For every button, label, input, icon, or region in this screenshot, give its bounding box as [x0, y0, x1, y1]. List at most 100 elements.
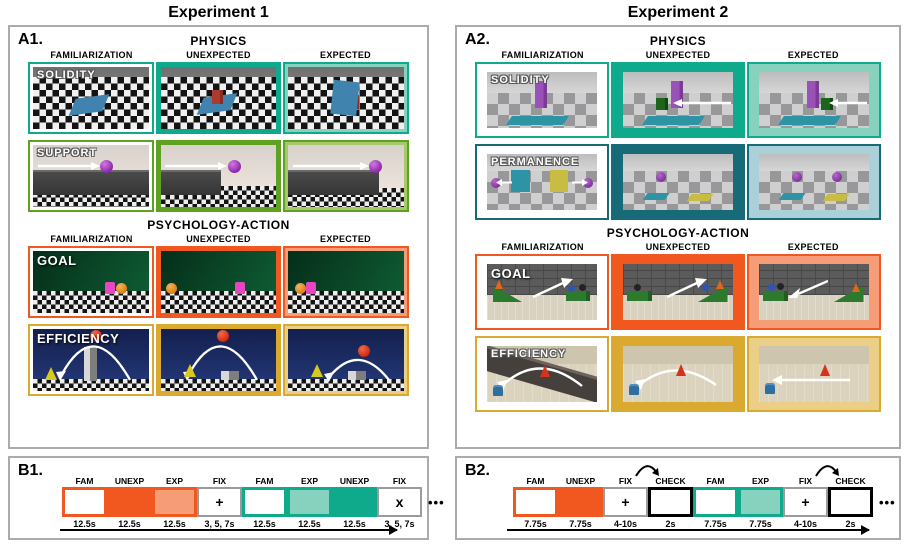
- row-solidity-exp2: SOLIDITY: [475, 62, 881, 138]
- cell-efficiency-unexp: [611, 336, 745, 412]
- row-permanence-exp2: PERMANENCE: [475, 144, 881, 220]
- beige-wall: [759, 346, 869, 364]
- orange-cone-agent: [494, 279, 503, 289]
- scene-solidity-exp: [759, 72, 869, 128]
- cell-support-fam: SUPPORT: [28, 140, 154, 212]
- timeline-item: EXP 7.75s: [738, 475, 783, 529]
- experiment2-column: Experiment 2 A2. PHYSICS FAMILIARIZATION…: [455, 2, 901, 540]
- red-cone-agent: [819, 363, 830, 376]
- checker-floor: [487, 170, 597, 210]
- time-axis-arrow: [507, 525, 870, 535]
- cell-solidity-unexp: [155, 62, 282, 134]
- cell-solidity-exp: [747, 62, 881, 138]
- gray-wall: [759, 154, 869, 171]
- arc-arrow: [323, 359, 390, 383]
- red-cone-agent: [539, 365, 550, 378]
- scene-tag: GOAL: [37, 253, 77, 268]
- cell-solidity-fam: SOLIDITY: [475, 62, 609, 138]
- check-box: [648, 487, 693, 517]
- arc-arrow: [634, 369, 717, 390]
- scene-tag: GOAL: [491, 266, 531, 281]
- cell-permanence-fam: PERMANENCE: [475, 144, 609, 220]
- curve-arrow-icon: [815, 465, 839, 477]
- cell-goal-exp: [747, 254, 881, 330]
- green-wall: [160, 251, 277, 291]
- white-arrow: [533, 277, 574, 298]
- timeline-item: UNEXP 12.5s: [332, 475, 377, 529]
- scene-support-unexp: [160, 145, 277, 207]
- row-goal-exp2: GOAL: [475, 254, 881, 330]
- scene-goal-exp: [288, 251, 404, 313]
- beige-floor: [759, 363, 869, 402]
- scene-support-exp: [288, 145, 404, 207]
- beige-wall: [623, 346, 733, 364]
- column-headers: FAMILIARIZATION UNEXPECTED EXPECTED: [28, 234, 409, 244]
- yellow-screen: [549, 169, 569, 193]
- scene-permanence-fam: PERMANENCE: [487, 154, 597, 210]
- exp-box: [152, 487, 197, 517]
- dark-ball: [634, 283, 641, 291]
- column-headers: FAMILIARIZATION UNEXPECTED EXPECTED: [475, 50, 881, 60]
- cell-permanence-unexp: [611, 144, 745, 220]
- cell-goal-unexp: [611, 254, 745, 330]
- panel-a2-label: A2.: [465, 31, 490, 48]
- ellipsis: •••: [428, 494, 445, 510]
- checker-floor: [288, 379, 404, 391]
- orange-agent: [295, 283, 307, 295]
- experiment1-column: Experiment 1 A1. PHYSICS FAMILIARIZATION…: [8, 2, 444, 540]
- yellow-cone: [311, 364, 324, 378]
- fixation-box: +: [783, 487, 828, 517]
- purple-ball: [582, 177, 593, 188]
- purple-ball: [792, 171, 802, 182]
- teal-mat: [642, 115, 705, 125]
- purple-wall: [807, 80, 820, 108]
- scene-goal-fam: GOAL: [487, 264, 597, 320]
- scene-goal-fam: GOAL: [33, 251, 149, 313]
- cell-goal-unexp: [155, 246, 282, 318]
- arc-arrow: [496, 367, 583, 391]
- cell-solidity-unexp: [611, 62, 745, 138]
- purple-ball: [369, 159, 383, 173]
- cell-efficiency-exp: [747, 336, 881, 412]
- timeline-item: FIX + 3, 5, 7s: [197, 475, 242, 529]
- row-goal-exp1: GOAL: [28, 246, 409, 318]
- section-psychology-title: PSYCHOLOGY-ACTION: [147, 218, 290, 232]
- green-cube: [820, 97, 833, 110]
- scene-solidity-fam: SOLIDITY: [33, 67, 149, 129]
- panel-a1: A1. PHYSICS FAMILIARIZATION UNEXPECTED E…: [8, 25, 429, 449]
- purple-ball: [831, 171, 842, 182]
- checker-floor: [160, 290, 277, 313]
- gray-obstacle: [348, 371, 367, 381]
- scene-tag: EFFICIENCY: [491, 348, 567, 360]
- column-headers: FAMILIARIZATION UNEXPECTED EXPECTED: [28, 50, 409, 60]
- orange-agent: [116, 283, 128, 295]
- scene-permanence-unexp: [623, 154, 733, 210]
- header-unexpected: UNEXPECTED: [186, 234, 251, 244]
- red-agent: [357, 344, 370, 357]
- timeline-item: FIX + 4-10s: [603, 475, 648, 529]
- row-solidity-exp1: SOLIDITY: [28, 62, 409, 134]
- timeline-item: FAM 7.75s: [693, 475, 738, 529]
- exp-box: [738, 487, 783, 517]
- white-arrow: [292, 161, 369, 170]
- cell-solidity-fam: SOLIDITY: [28, 62, 154, 134]
- gray-wall: [623, 154, 733, 171]
- timeline-item: UNEXP 12.5s: [107, 475, 152, 529]
- teal-screen: [511, 169, 530, 193]
- header-familiarization: FAMILIARIZATION: [501, 242, 584, 252]
- blue-ball: [568, 285, 575, 292]
- cell-permanence-exp: [747, 144, 881, 220]
- section-physics-title: PHYSICS: [649, 34, 707, 48]
- purple-ball: [227, 159, 241, 173]
- timeline-b2: FAM 7.75s UNEXP 7.75s FIX + 4-10s CHECK: [513, 465, 895, 529]
- purple-ball: [100, 159, 114, 173]
- cell-efficiency-fam: EFFICIENCY: [475, 336, 609, 412]
- fixation-cross: +: [621, 494, 630, 510]
- header-familiarization: FAMILIARIZATION: [501, 50, 584, 60]
- pink-agent: [234, 282, 245, 295]
- row-support-exp1: SUPPORT: [28, 140, 409, 212]
- scene-tag: SUPPORT: [37, 147, 98, 159]
- cell-goal-fam: GOAL: [28, 246, 154, 318]
- timeline-item: UNEXP 7.75s: [558, 475, 603, 529]
- scene-solidity-unexp: [160, 67, 277, 129]
